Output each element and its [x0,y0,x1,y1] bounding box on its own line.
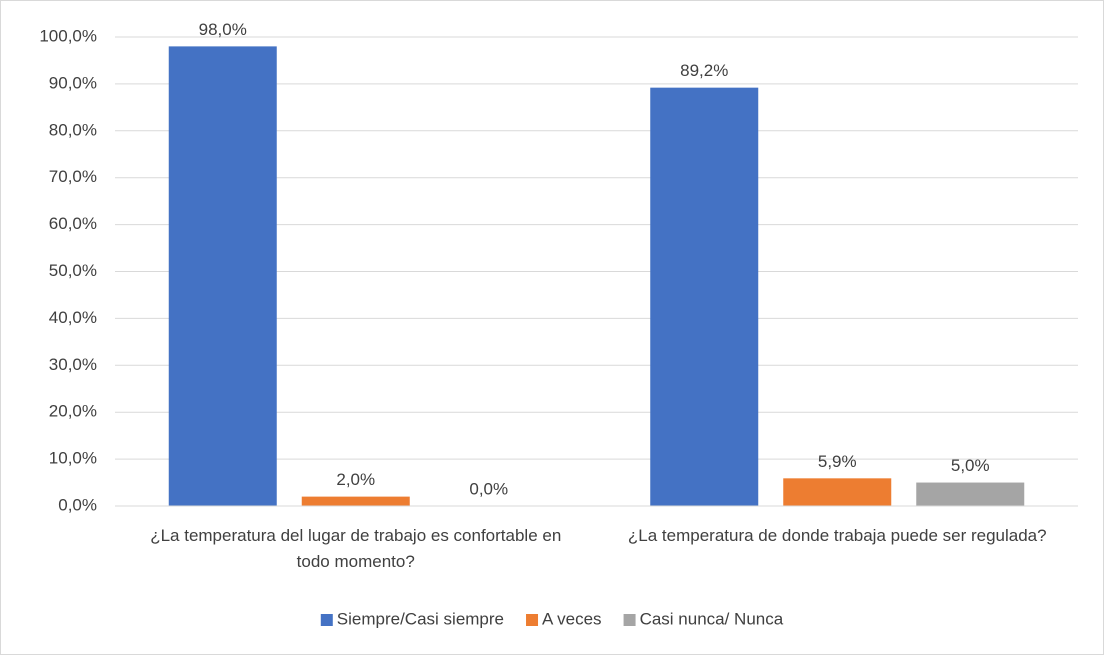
legend-swatch [623,614,636,626]
data-label: 2,0% [336,470,375,489]
data-label: 5,0% [951,456,990,475]
y-tick-label: 90,0% [49,73,97,92]
y-tick-label: 40,0% [49,308,97,327]
y-tick-label: 100,0% [39,26,97,45]
data-label: 0,0% [469,479,508,498]
bar [301,496,410,506]
bar [916,482,1025,506]
y-tick-label: 50,0% [49,261,97,280]
y-tick-label: 20,0% [49,402,97,421]
legend-swatch [320,614,333,626]
bar [168,46,277,506]
legend-label: Siempre/Casi siempre [337,609,504,628]
data-label: 98,0% [199,20,247,39]
data-label: 5,9% [818,452,857,471]
y-tick-label: 0,0% [58,495,97,514]
legend-label: Casi nunca/ Nunca [640,609,784,628]
legend-swatch [526,614,539,626]
bar [650,87,759,506]
y-tick-label: 30,0% [49,355,97,374]
y-tick-label: 70,0% [49,167,97,186]
bar [783,478,892,506]
legend-label: A veces [542,609,602,628]
data-label: 89,2% [680,61,728,80]
y-tick-label: 10,0% [49,449,97,468]
x-tick-label: ¿La temperatura del lugar de trabajo es … [150,526,561,571]
y-tick-label: 80,0% [49,120,97,139]
y-tick-label: 60,0% [49,214,97,233]
x-tick-label: ¿La temperatura de donde trabaja puede s… [628,526,1047,545]
